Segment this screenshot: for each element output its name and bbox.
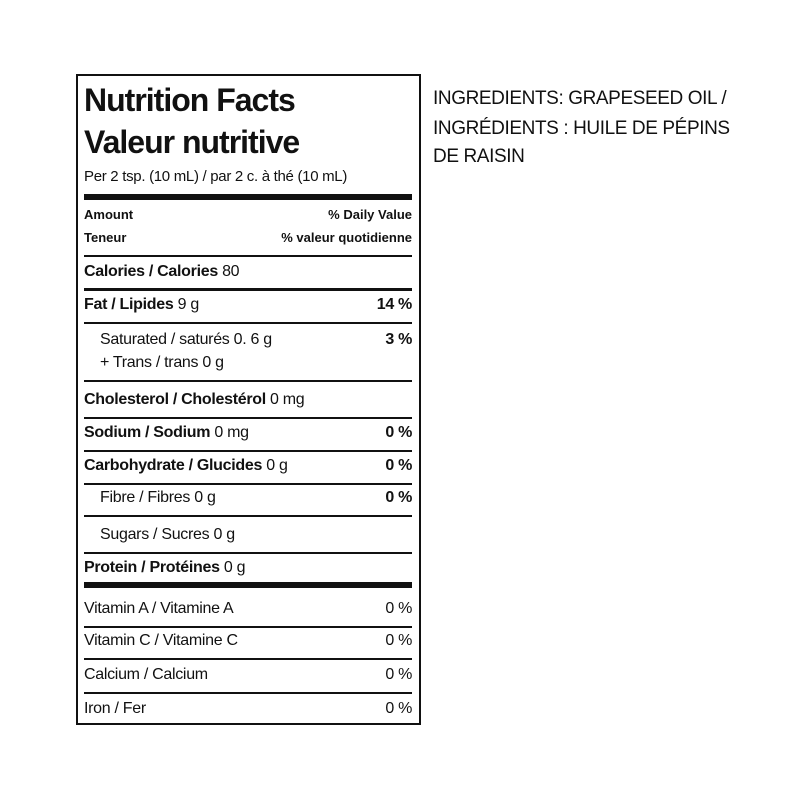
nutrient-amount: 0 mg [270, 391, 305, 408]
rule [84, 417, 412, 419]
nutrient-row: + Trans / trans 0 g [84, 353, 412, 373]
nutrient-name: Iron / Fer [84, 700, 146, 717]
nutrient-row: Saturated / saturés 0. 6 g 3 % [84, 330, 412, 350]
nutrient-row: Iron / Fer 0 % [84, 699, 412, 719]
nutrient-row: Carbohydrate / Glucides 0 g 0 % [84, 456, 412, 476]
title-en: Nutrition Facts [84, 82, 296, 118]
nutrient-name: + Trans / trans [100, 354, 199, 371]
nutrient-name: Fat / Lipides [84, 296, 174, 313]
label-box [76, 74, 421, 725]
nutrient-row: Fat / Lipides 9 g 14 % [84, 295, 412, 315]
dv-fr: % valeur quotidienne [281, 230, 412, 245]
daily-value: 0 % [385, 457, 412, 474]
rule [84, 483, 412, 485]
rule [84, 515, 412, 517]
nutrient-row: Vitamin A / Vitamine A 0 % [84, 599, 412, 619]
nutrient-name: Calcium / Calcium [84, 666, 208, 683]
nutrient-row: Cholesterol / Cholestérol 0 mg [84, 390, 412, 410]
nutrient-name: Saturated / saturés [100, 331, 230, 348]
rule [84, 626, 412, 628]
nutrient-row: Fibre / Fibres 0 g 0 % [84, 488, 412, 508]
nutrient-amount: 0 g [266, 457, 288, 474]
daily-value: 0 % [385, 424, 412, 441]
ingredients-line: INGRÉDIENTS : HUILE DE PÉPINS [433, 118, 730, 139]
nutrient-row: Calcium / Calcium 0 % [84, 665, 412, 685]
nutrient-name: Protein / Protéines [84, 559, 220, 576]
nutrient-name: Cholesterol / Cholestérol [84, 391, 266, 408]
nutrient-amount: 0. 6 g [233, 331, 273, 348]
nutrient-amount: 0 g [213, 526, 236, 543]
nutrient-name: Vitamin A / Vitamine A [84, 600, 234, 617]
nutrient-name: Calories / Calories [84, 263, 218, 280]
nutrient-name: Fibre / Fibres [100, 489, 191, 506]
rule [84, 255, 412, 257]
nutrient-row: Vitamin C / Vitamine C 0 % [84, 631, 412, 651]
daily-value: 0 % [385, 700, 412, 717]
nutrient-row: Sodium / Sodium 0 mg 0 % [84, 423, 412, 443]
thick-rule [84, 194, 412, 200]
serving: Per 2 tsp. (10 mL) / par 2 c. à thé (10 … [84, 168, 348, 185]
daily-value: 0 % [385, 489, 412, 506]
nutrient-name: Sodium / Sodium [84, 424, 211, 441]
rule [84, 692, 412, 694]
nutrient-row: Sugars / Sucres 0 g [84, 525, 412, 545]
ingredients-line: DE RAISIN [433, 146, 525, 167]
dv-en: % Daily Value [328, 207, 412, 222]
rule [84, 287, 412, 291]
nutrient-amount: 0 g [194, 489, 216, 506]
daily-value: 3 % [385, 331, 412, 348]
nutrient-amount: 9 g [177, 296, 200, 313]
nutrient-amount: 0 g [223, 559, 246, 576]
rule [84, 322, 412, 324]
rule [84, 582, 412, 588]
nutrient-row: Protein / Protéines 0 g [84, 558, 412, 578]
daily-value: 0 % [385, 666, 412, 683]
rule [84, 658, 412, 660]
nutrient-name: Vitamin C / Vitamine C [84, 632, 238, 649]
ingredients-line: INGREDIENTS: GRAPESEED OIL / [433, 88, 727, 109]
nutrient-amount: 0 g [202, 354, 224, 371]
rule [84, 450, 412, 452]
nutrient-amount: 80 [222, 263, 240, 280]
daily-value: 0 % [385, 600, 412, 617]
rule [84, 380, 412, 382]
amount-fr: Teneur [84, 230, 127, 245]
daily-value: 14 % [376, 296, 413, 313]
rule [84, 552, 412, 554]
title-fr: Valeur nutritive [84, 124, 300, 160]
amount-en: Amount [84, 207, 134, 222]
nutrient-amount: 0 mg [214, 424, 249, 441]
nutrient-name: Sugars / Sucres [100, 526, 210, 543]
nutrient-row: Calories / Calories 80 [84, 262, 412, 282]
nutrient-name: Carbohydrate / Glucides [84, 457, 263, 474]
daily-value: 0 % [385, 632, 412, 649]
